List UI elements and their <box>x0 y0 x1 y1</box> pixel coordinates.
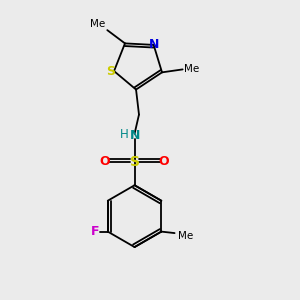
Text: Me: Me <box>178 231 193 241</box>
Text: N: N <box>129 129 140 142</box>
Text: S: S <box>106 64 115 78</box>
Text: O: O <box>159 155 169 168</box>
Text: O: O <box>100 155 110 168</box>
Text: S: S <box>130 155 140 169</box>
Text: Me: Me <box>90 19 105 29</box>
Text: F: F <box>91 225 99 238</box>
Text: H: H <box>120 128 129 141</box>
Text: N: N <box>149 38 160 50</box>
Text: Me: Me <box>184 64 199 74</box>
